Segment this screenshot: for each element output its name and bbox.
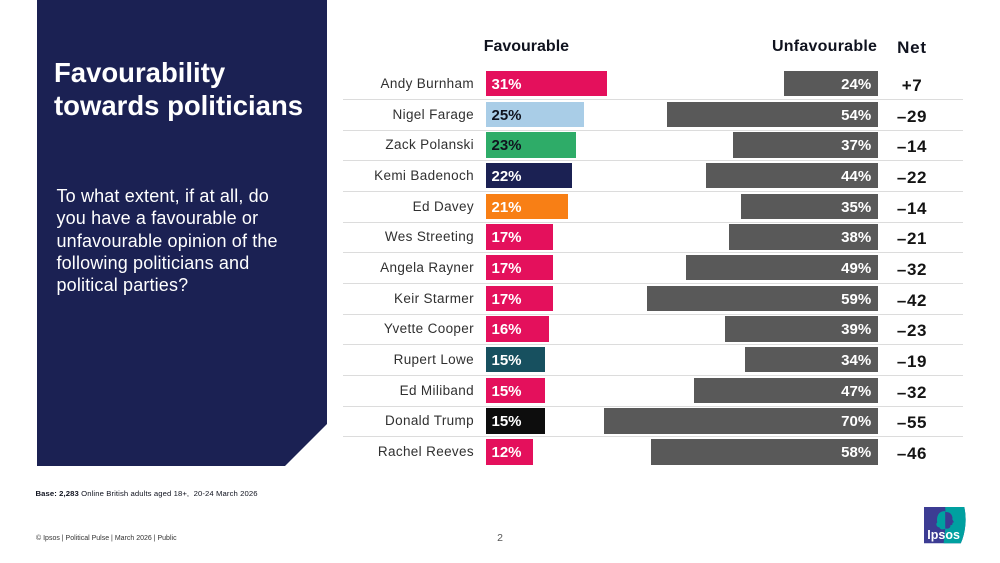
svg-text:Ipsos: Ipsos: [927, 528, 960, 542]
